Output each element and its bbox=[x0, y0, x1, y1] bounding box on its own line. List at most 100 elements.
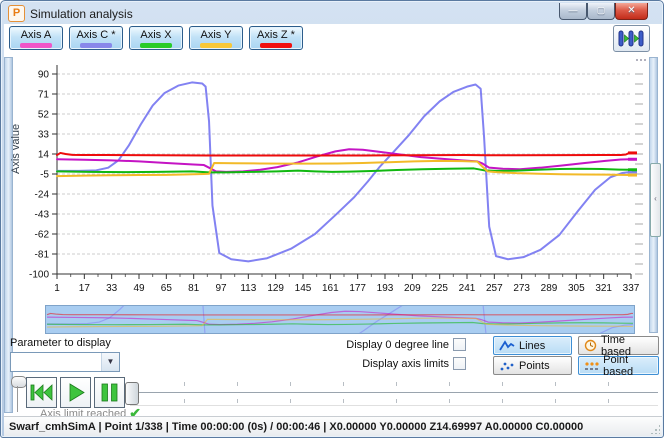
timeline-tick bbox=[184, 382, 185, 386]
svg-text:14: 14 bbox=[38, 150, 50, 161]
svg-text:273: 273 bbox=[513, 283, 530, 294]
svg-text:-24: -24 bbox=[35, 190, 50, 201]
rewind-icon bbox=[30, 384, 53, 401]
parameter-select-value bbox=[11, 353, 101, 371]
axis-limits-checkbox[interactable] bbox=[453, 357, 466, 370]
svg-text:241: 241 bbox=[459, 283, 476, 294]
lines-icon bbox=[499, 339, 515, 350]
axis-toggle-button[interactable]: Axis C * bbox=[69, 26, 123, 50]
clock-icon bbox=[584, 339, 597, 352]
axis-limits-label: Display axis limits bbox=[362, 357, 449, 370]
timeline-tick bbox=[555, 399, 556, 403]
points-button[interactable]: Points bbox=[493, 356, 572, 375]
series-line-axis-x bbox=[56, 167, 632, 174]
timeline-tick bbox=[184, 399, 185, 403]
parameter-select[interactable]: ▼ bbox=[10, 352, 120, 372]
timeline-tick bbox=[343, 382, 344, 386]
svg-text:225: 225 bbox=[431, 283, 448, 294]
point-navigation-button[interactable] bbox=[613, 25, 650, 52]
svg-text:97: 97 bbox=[215, 283, 227, 294]
zero-line-row: Display 0 degree line bbox=[346, 338, 466, 351]
lines-button[interactable]: Lines bbox=[493, 336, 572, 355]
svg-text:17: 17 bbox=[79, 283, 91, 294]
axis-buttons: Axis A Axis C * Axis X Axis Y Axis Z * bbox=[9, 26, 303, 50]
time-based-button[interactable]: Time based bbox=[578, 333, 659, 358]
right-splitter[interactable]: ‹ bbox=[649, 57, 661, 333]
close-button[interactable]: ✕ bbox=[615, 3, 648, 20]
overview-series-axis-x bbox=[46, 321, 634, 326]
point-dots-icon bbox=[585, 361, 599, 370]
svg-text:1: 1 bbox=[54, 283, 60, 294]
axis-toggle-button[interactable]: Axis Z * bbox=[249, 26, 303, 50]
svg-text:90: 90 bbox=[38, 70, 50, 81]
timeline-tick bbox=[608, 382, 609, 386]
svg-text:-81: -81 bbox=[35, 250, 50, 261]
axis-toggle-button[interactable]: Axis X bbox=[129, 26, 183, 50]
axis-limits-row: Display axis limits bbox=[362, 357, 466, 370]
titlebar[interactable]: P Simulation analysis — ▢ ✕ bbox=[4, 3, 662, 24]
time-based-button-label: Time based bbox=[600, 333, 631, 358]
divider bbox=[130, 405, 658, 406]
timeline-tick bbox=[449, 399, 450, 403]
axis-color-bar-icon bbox=[200, 43, 232, 48]
parameter-label: Parameter to display bbox=[10, 337, 111, 349]
timeline-tick bbox=[290, 382, 291, 386]
collapse-panel-button[interactable]: ‹ bbox=[650, 163, 661, 237]
status-text: Swarf_cmhSimA | Point 1/338 | Time 00:00… bbox=[9, 420, 584, 433]
overview-range-strip[interactable] bbox=[45, 271, 635, 378]
timeline-tick bbox=[555, 382, 556, 386]
axis-color-bar-icon bbox=[20, 43, 52, 48]
lines-button-label: Lines bbox=[519, 339, 546, 352]
axis-button-label: Axis Z * bbox=[257, 29, 295, 41]
zero-line-label: Display 0 degree line bbox=[346, 338, 449, 351]
play-icon bbox=[69, 383, 85, 402]
rewind-button[interactable] bbox=[26, 377, 57, 408]
svg-text:-43: -43 bbox=[35, 210, 50, 221]
series-line-axis-c bbox=[56, 81, 632, 263]
axes: 90 71 52 33 14 -5 -24 -43 -62 -81 -100 1 17 33 49 65 81 9… bbox=[29, 65, 640, 294]
vertical-mini-slider-track bbox=[17, 386, 18, 412]
svg-text:257: 257 bbox=[486, 283, 503, 294]
svg-text:161: 161 bbox=[322, 283, 339, 294]
timeline-tick bbox=[343, 399, 344, 403]
svg-text:337: 337 bbox=[623, 283, 640, 294]
axis-button-label: Axis C * bbox=[76, 29, 116, 41]
series-line-axis-z bbox=[56, 151, 632, 157]
svg-text:145: 145 bbox=[295, 283, 312, 294]
svg-text:-100: -100 bbox=[29, 270, 49, 281]
svg-text:209: 209 bbox=[404, 283, 421, 294]
overview-series-axis-z bbox=[46, 312, 633, 316]
svg-text:52: 52 bbox=[38, 110, 50, 121]
status-bar: Swarf_cmhSimA | Point 1/338 | Time 00:00… bbox=[4, 416, 662, 436]
points-icon bbox=[500, 362, 514, 370]
svg-text:193: 193 bbox=[377, 283, 394, 294]
overview-series-axis-a bbox=[46, 310, 634, 326]
point-based-button-label: Point based bbox=[603, 353, 634, 378]
timeline-slider-thumb[interactable] bbox=[125, 382, 139, 405]
chevron-down-icon[interactable]: ▼ bbox=[101, 353, 119, 371]
axis-toggle-button[interactable]: Axis A bbox=[9, 26, 63, 50]
left-splitter[interactable] bbox=[4, 57, 13, 413]
window-content: Axis A Axis C * Axis X Axis Y Axis Z * ‹ Axi… bbox=[4, 24, 662, 436]
svg-text:71: 71 bbox=[38, 90, 50, 101]
svg-text:49: 49 bbox=[133, 283, 145, 294]
maximize-button[interactable]: ▢ bbox=[587, 3, 615, 20]
axis-toggle-button[interactable]: Axis Y bbox=[189, 26, 243, 50]
svg-text:33: 33 bbox=[38, 130, 50, 141]
timeline-slider-track[interactable] bbox=[130, 392, 658, 393]
pause-button[interactable] bbox=[94, 377, 125, 408]
minimize-button[interactable]: — bbox=[559, 3, 587, 20]
axis-color-bar-icon bbox=[80, 43, 112, 48]
zero-line-checkbox[interactable] bbox=[453, 338, 466, 351]
axis-color-bar-icon bbox=[260, 43, 292, 48]
svg-text:177: 177 bbox=[349, 283, 366, 294]
play-button[interactable] bbox=[60, 377, 91, 408]
vertical-mini-slider[interactable] bbox=[11, 376, 27, 388]
app-logo-icon: P bbox=[8, 5, 25, 22]
right-mini-ruler bbox=[628, 59, 646, 275]
svg-text:65: 65 bbox=[161, 283, 173, 294]
svg-text:33: 33 bbox=[106, 283, 118, 294]
resize-grip-icon[interactable] bbox=[650, 424, 660, 434]
point-based-button[interactable]: Point based bbox=[578, 353, 659, 378]
